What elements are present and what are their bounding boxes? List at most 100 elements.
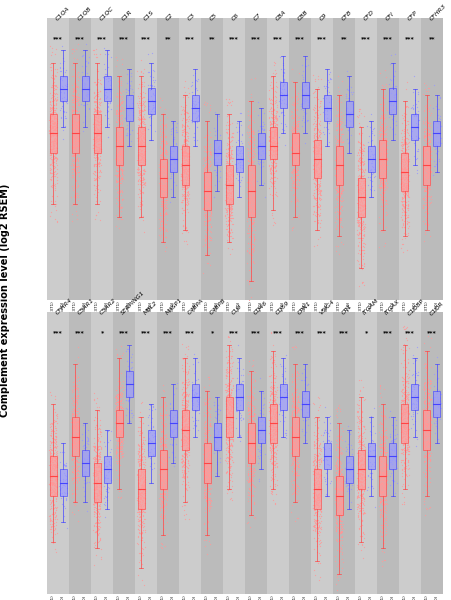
Point (269, 431, 276, 440)
Point (289, 455, 296, 464)
Point (137, 158, 144, 167)
Point (70, 439, 77, 449)
Point (112, 148, 119, 157)
Point (184, 180, 191, 190)
Point (265, 112, 272, 121)
Point (379, 495, 386, 505)
Point (423, 134, 430, 144)
Point (376, 497, 383, 506)
Point (156, 410, 164, 420)
Point (379, 178, 386, 188)
Point (290, 154, 297, 163)
Point (249, 126, 256, 136)
Point (69, 464, 77, 474)
Point (247, 416, 254, 425)
Point (205, 152, 212, 161)
Point (228, 407, 235, 417)
Point (244, 404, 251, 413)
Point (338, 193, 345, 203)
Point (313, 481, 321, 491)
Point (160, 203, 167, 212)
Point (359, 450, 367, 460)
Point (203, 195, 210, 205)
Point (148, 81, 155, 91)
Point (124, 104, 131, 114)
Point (357, 233, 364, 243)
Point (424, 462, 432, 472)
Point (313, 149, 321, 159)
Point (290, 188, 298, 198)
Point (114, 214, 121, 224)
Point (254, 97, 261, 107)
Point (414, 124, 421, 133)
Point (270, 443, 277, 452)
Point (313, 82, 321, 92)
Point (96, 165, 103, 175)
Point (420, 429, 427, 439)
Point (50, 125, 57, 135)
Point (112, 452, 119, 462)
Point (78, 472, 86, 481)
Point (356, 461, 363, 470)
Point (184, 374, 191, 383)
Point (163, 209, 170, 219)
Point (424, 182, 432, 192)
Point (402, 144, 409, 154)
Point (96, 492, 103, 502)
Point (315, 169, 322, 179)
Point (291, 442, 299, 451)
Point (106, 454, 113, 464)
Point (266, 430, 273, 439)
Point (354, 129, 362, 139)
Point (210, 449, 217, 458)
Point (332, 181, 340, 191)
Point (311, 181, 318, 191)
Point (138, 527, 145, 537)
Point (206, 451, 213, 461)
Point (169, 430, 176, 440)
Point (207, 208, 214, 217)
Point (315, 509, 322, 519)
Point (319, 129, 327, 139)
Point (115, 160, 122, 170)
Point (244, 121, 251, 131)
Point (422, 404, 429, 414)
Point (181, 358, 189, 367)
Point (90, 484, 97, 494)
Point (202, 152, 210, 162)
Point (335, 178, 342, 187)
Point (159, 145, 166, 154)
Point (139, 437, 146, 446)
Point (72, 140, 79, 149)
Point (226, 200, 233, 210)
Point (267, 389, 275, 398)
Point (376, 463, 383, 472)
Point (338, 473, 345, 482)
Point (377, 133, 385, 142)
Point (404, 181, 411, 190)
Point (331, 184, 338, 193)
Point (403, 358, 410, 368)
Point (360, 463, 367, 473)
Point (246, 523, 253, 532)
Point (226, 179, 233, 189)
Point (422, 450, 429, 460)
Point (202, 448, 209, 457)
Point (267, 424, 274, 434)
Point (314, 496, 321, 505)
Point (375, 427, 382, 437)
Point (382, 148, 389, 158)
Point (398, 189, 405, 199)
Point (244, 496, 251, 506)
Point (398, 391, 405, 400)
Point (290, 464, 297, 473)
Point (425, 424, 433, 433)
Point (313, 491, 320, 500)
Point (267, 418, 274, 428)
Point (334, 485, 341, 495)
Point (397, 128, 404, 137)
Point (73, 210, 80, 220)
Point (420, 416, 427, 426)
Point (423, 403, 430, 412)
Point (166, 164, 174, 173)
